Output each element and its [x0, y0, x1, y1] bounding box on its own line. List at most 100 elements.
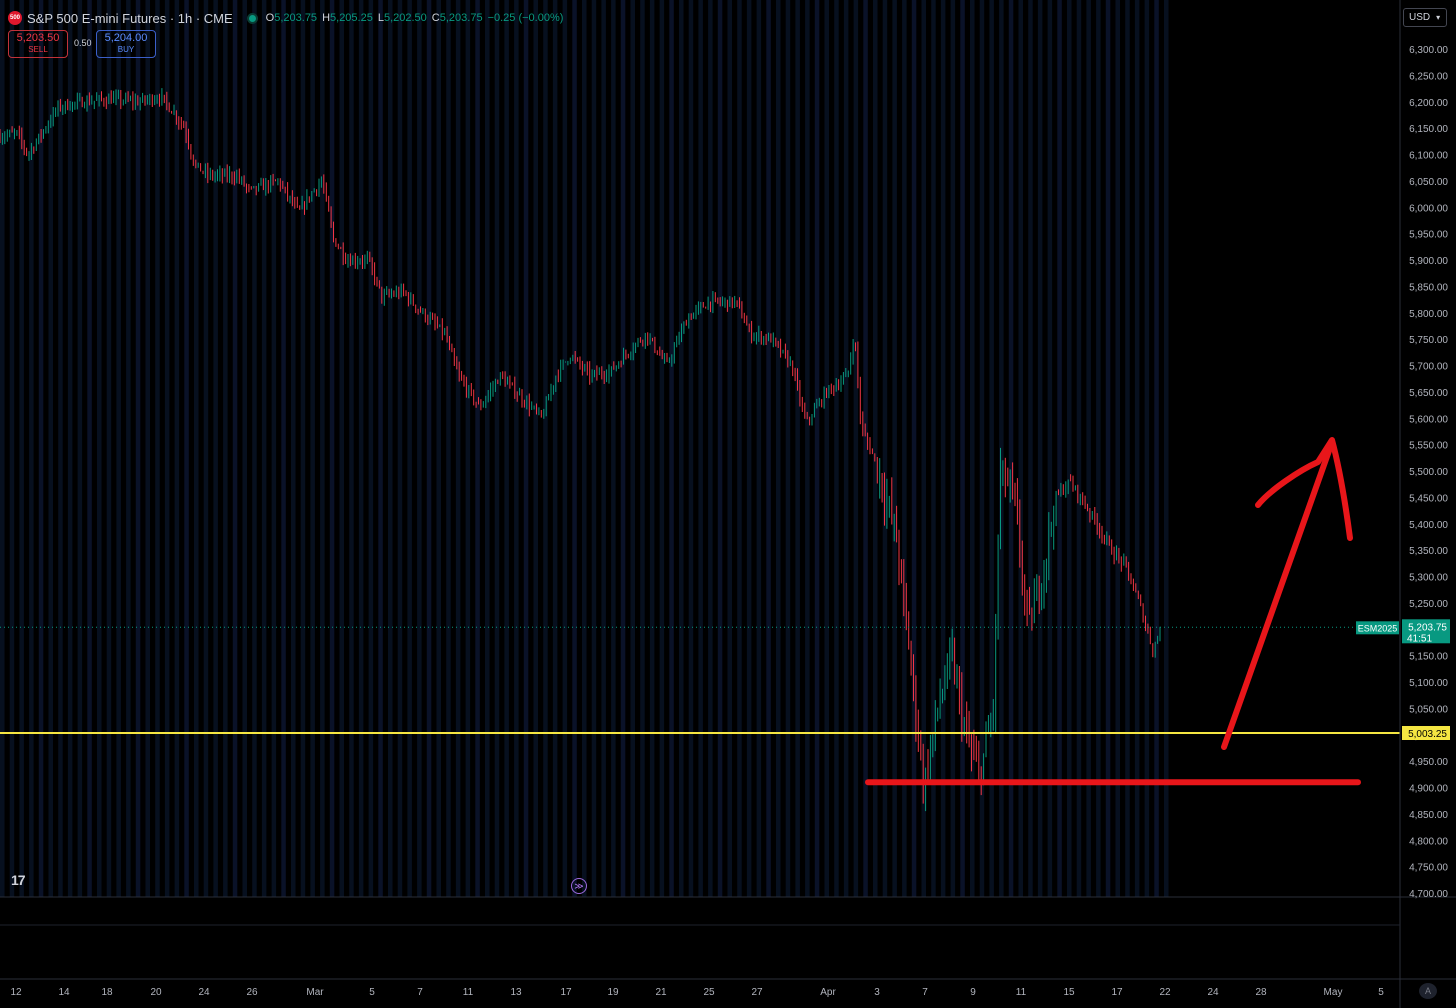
y-tick-label: 4,700.00	[1409, 889, 1448, 900]
session-band	[873, 0, 878, 897]
x-tick-label: 18	[101, 987, 113, 998]
session-band	[446, 0, 451, 897]
session-band	[659, 0, 665, 897]
session-band	[1144, 0, 1150, 897]
session-band	[1086, 0, 1091, 897]
arrow-head-drawing[interactable]	[1255, 437, 1353, 541]
x-tick-label: 5	[1378, 987, 1384, 998]
go-to-realtime-icon[interactable]: ≫	[571, 878, 587, 894]
session-band	[417, 0, 422, 897]
session-band	[999, 0, 1004, 897]
session-band	[611, 0, 616, 897]
y-tick-label: 5,300.00	[1409, 573, 1448, 584]
arrow-shaft-drawing[interactable]	[1221, 445, 1333, 750]
y-tick-label: 5,700.00	[1409, 362, 1448, 373]
session-band	[436, 0, 441, 897]
last-price-tag: 5,203.75	[1408, 622, 1447, 633]
session-band	[378, 0, 383, 897]
x-tick-label: 24	[198, 987, 210, 998]
x-tick-label: 7	[417, 987, 423, 998]
buy-button[interactable]: 5,204.00 BUY	[96, 30, 156, 58]
session-band	[475, 0, 480, 897]
time-axis[interactable]: 12 14 18 20 24 26 Mar 5 7 11 13 17 19 21 25 27 Apr 3 7 9 11 1…	[10, 987, 1384, 998]
sell-button[interactable]: 5,203.50 SELL	[8, 30, 68, 58]
y-tick-label: 5,900.00	[1409, 256, 1448, 267]
session-band	[291, 0, 296, 897]
session-band	[1057, 0, 1062, 897]
session-band	[184, 0, 189, 897]
x-tick-label: 19	[607, 987, 619, 998]
session-band	[543, 0, 548, 897]
session-band	[349, 0, 354, 897]
x-tick-label: 7	[922, 987, 928, 998]
y-tick-label: 5,250.00	[1409, 599, 1448, 610]
session-band	[87, 0, 92, 897]
session-band	[252, 0, 257, 897]
session-band	[737, 0, 742, 897]
auto-scale-button[interactable]: A	[1419, 983, 1437, 999]
y-tick-label: 5,750.00	[1409, 335, 1448, 346]
y-tick-label: 5,150.00	[1409, 652, 1448, 663]
session-band	[368, 0, 374, 897]
market-status-dot[interactable]	[248, 14, 256, 22]
y-tick-label: 5,850.00	[1409, 282, 1448, 293]
y-tick-label: 6,000.00	[1409, 203, 1448, 214]
x-tick-label: 27	[751, 987, 763, 998]
session-band	[776, 0, 781, 897]
session-band	[805, 0, 810, 897]
y-tick-label: 5,800.00	[1409, 309, 1448, 320]
session-band	[756, 0, 762, 897]
x-tick-label: 25	[703, 987, 715, 998]
session-band	[397, 0, 403, 897]
session-band	[29, 0, 34, 897]
horizontal-line-label: 5,003.25	[1408, 729, 1447, 740]
x-tick-label: May	[1324, 987, 1343, 998]
session-band	[960, 0, 965, 897]
session-band	[843, 0, 849, 897]
x-tick-label: Mar	[306, 987, 324, 998]
spread-value: 0.50	[74, 38, 92, 48]
bar-countdown: 41:51	[1407, 633, 1432, 644]
session-band	[9, 0, 15, 897]
symbol-title[interactable]: S&P 500 E-mini Futures · 1h · CME	[27, 10, 233, 26]
session-band	[1134, 0, 1140, 897]
session-band	[1105, 0, 1111, 897]
horizontal-line-label-bg	[1402, 726, 1450, 740]
currency-selector[interactable]: USD ▾	[1403, 8, 1447, 27]
session-band	[688, 0, 694, 897]
x-tick-label: 21	[655, 987, 667, 998]
x-tick-label: 12	[10, 987, 22, 998]
session-band	[902, 0, 907, 897]
candles	[0, 88, 1161, 812]
session-band	[1067, 0, 1072, 897]
y-tick-label: 5,400.00	[1409, 520, 1448, 531]
session-band	[38, 0, 44, 897]
session-band	[174, 0, 180, 897]
session-band	[213, 0, 218, 897]
session-band	[320, 0, 325, 897]
y-tick-label: 5,600.00	[1409, 414, 1448, 425]
symbol-tag: ESM2025	[1358, 623, 1398, 633]
y-tick-label: 5,050.00	[1409, 704, 1448, 715]
x-tick-label: 22	[1159, 987, 1171, 998]
buy-label: BUY	[117, 45, 135, 54]
session-band	[407, 0, 412, 897]
session-band	[494, 0, 500, 897]
x-tick-label: Apr	[820, 987, 836, 998]
tradingview-logo[interactable]: 17	[11, 872, 26, 888]
session-band	[921, 0, 926, 897]
ohlc-close: C5,203.75	[431, 12, 483, 24]
session-band	[1047, 0, 1053, 897]
session-band	[620, 0, 626, 897]
price-axis[interactable]: 6,300.00 6,250.00 6,200.00 6,150.00 6,100.00…	[1409, 45, 1448, 900]
session-band	[601, 0, 606, 897]
session-band	[58, 0, 63, 897]
session-band	[979, 0, 985, 897]
chevron-down-icon: ▾	[1436, 13, 1441, 22]
symbol-icon[interactable]: 500	[8, 11, 22, 25]
y-tick-label: 6,050.00	[1409, 177, 1448, 188]
session-band	[514, 0, 519, 897]
session-band	[640, 0, 645, 897]
